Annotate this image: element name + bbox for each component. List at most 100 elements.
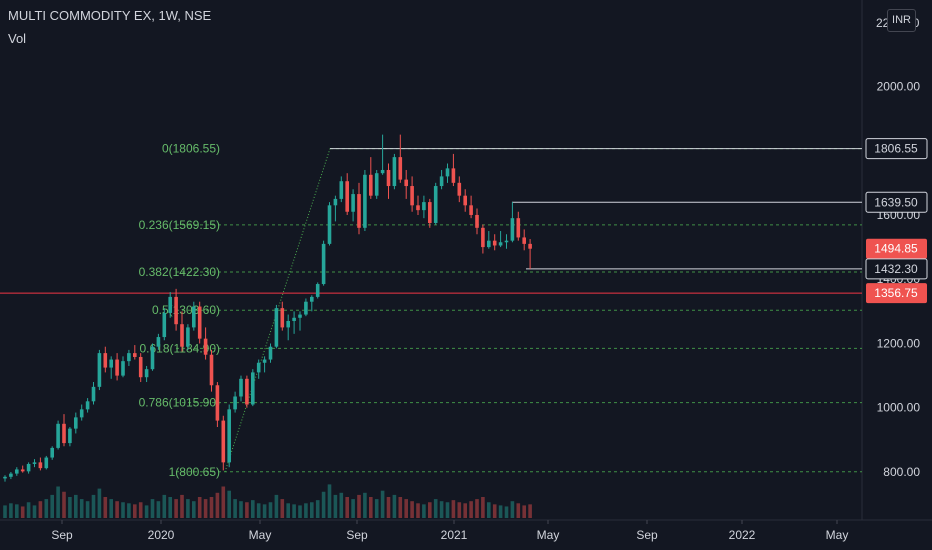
- candle-body: [392, 157, 397, 187]
- volume-bar: [209, 497, 214, 518]
- volume-bar: [433, 499, 438, 518]
- candle-body: [32, 462, 37, 464]
- candle-body: [404, 179, 408, 187]
- volume-bar: [56, 486, 60, 518]
- volume-bar: [268, 502, 273, 518]
- volume-bar: [109, 499, 113, 518]
- time-tick-label: Sep: [51, 528, 73, 542]
- candle-body: [9, 473, 13, 477]
- candle-body: [197, 306, 202, 339]
- candle-body: [192, 306, 196, 328]
- fib-level-label: 0.236(1569.15): [139, 218, 220, 232]
- candle-body: [304, 301, 308, 315]
- candle-body: [487, 240, 491, 248]
- time-tick-label: Sep: [636, 528, 658, 542]
- candle-body: [144, 369, 149, 378]
- volume-indicator-label[interactable]: Vol: [8, 31, 27, 46]
- candle-body: [339, 181, 344, 199]
- candle-body: [262, 359, 267, 363]
- candle-body: [439, 176, 444, 187]
- candle-body: [369, 174, 373, 196]
- candle-body: [233, 396, 237, 410]
- volume-bar: [186, 499, 190, 518]
- volume-bar: [304, 503, 308, 518]
- volume-bar: [357, 494, 361, 518]
- candle-body: [109, 359, 113, 368]
- candle-body: [351, 194, 355, 212]
- price-tick-label: 2000.00: [877, 79, 921, 93]
- symbol-title[interactable]: MULTI COMMODITY EX, 1W, NSE: [8, 8, 212, 23]
- candle-body: [416, 205, 420, 211]
- candle-body: [327, 205, 332, 244]
- volume-bar: [9, 503, 13, 518]
- volume-bar: [68, 497, 72, 518]
- candle-body: [445, 168, 450, 177]
- volume-bar: [115, 501, 119, 518]
- candle-body: [522, 237, 526, 244]
- fib-level-label: 0.382(1422.30): [139, 265, 220, 279]
- candle-body: [227, 409, 231, 463]
- volume-bar: [133, 504, 137, 518]
- candle-body: [410, 186, 414, 206]
- volume-bar: [404, 499, 408, 518]
- volume-bar: [339, 492, 344, 518]
- time-tick-label: 2021: [441, 528, 468, 542]
- volume-bar: [227, 490, 231, 518]
- candle-body: [162, 312, 167, 338]
- candle-body: [386, 169, 391, 187]
- candle-body: [469, 205, 473, 215]
- volume-bar: [144, 505, 149, 518]
- volume-bar: [168, 497, 172, 518]
- volume-bar: [3, 505, 7, 518]
- volume-bar: [522, 505, 526, 518]
- volume-bar: [445, 502, 450, 518]
- volume-bar: [516, 503, 521, 518]
- price-axis-label: 1432.30: [874, 262, 918, 276]
- candle-body: [103, 353, 108, 368]
- price-axis-label: 1639.50: [874, 195, 918, 209]
- price-axis-label-box: [865, 191, 928, 213]
- candle-body: [56, 423, 60, 448]
- volume-bar: [439, 501, 444, 518]
- volume-bar: [262, 504, 267, 518]
- volume-bar: [528, 504, 532, 518]
- candle-body: [492, 240, 497, 246]
- volume-bar: [32, 505, 37, 518]
- candle-body: [457, 182, 462, 196]
- volume-bar: [363, 492, 367, 518]
- volume-bar: [416, 503, 420, 518]
- volume-bar: [85, 501, 90, 518]
- time-tick-label: May: [249, 528, 272, 542]
- candle-body: [528, 243, 532, 249]
- candle-body: [310, 296, 314, 302]
- candle-body: [498, 242, 503, 246]
- candle-body: [115, 359, 119, 376]
- volume-bar: [410, 501, 414, 518]
- volume-bar: [103, 497, 108, 518]
- volume-bar: [475, 499, 479, 518]
- candle-body: [374, 173, 379, 196]
- candle-body: [150, 346, 155, 370]
- candle-body: [516, 218, 521, 238]
- candle-body: [292, 317, 296, 321]
- volume-bar: [192, 501, 196, 518]
- candle-body: [174, 296, 178, 325]
- currency-button[interactable]: INR: [887, 9, 916, 32]
- candle-body: [44, 457, 49, 469]
- volume-bar: [138, 502, 143, 518]
- candle-body: [481, 227, 485, 248]
- candle-body: [168, 296, 172, 313]
- volume-bar: [327, 484, 332, 518]
- volume-bar: [127, 503, 131, 518]
- time-tick-label: Sep: [346, 528, 368, 542]
- volume-bar: [74, 494, 78, 518]
- candle-body: [422, 202, 426, 211]
- volume-bar: [162, 494, 167, 518]
- price-axis-label: 1806.55: [874, 142, 918, 156]
- candle-body: [133, 353, 137, 357]
- candle-body: [345, 181, 349, 212]
- candle-body: [475, 214, 479, 228]
- candle-body: [127, 353, 131, 362]
